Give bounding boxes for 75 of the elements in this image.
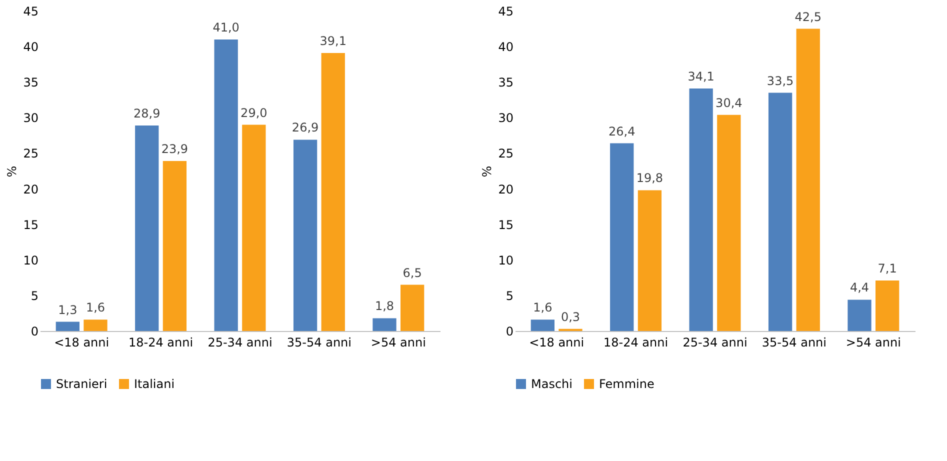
x-tick-label: 35-54 anni bbox=[762, 336, 827, 350]
y-tick-label: 45 bbox=[498, 4, 514, 18]
x-tick-label: 35-54 anni bbox=[286, 336, 352, 350]
y-tick-label: 30 bbox=[23, 111, 38, 126]
bar bbox=[84, 320, 108, 331]
data-label: 41,0 bbox=[212, 20, 240, 34]
x-tick-label: <18 anni bbox=[529, 336, 584, 350]
data-label: 0,3 bbox=[560, 310, 580, 324]
x-tick-label: 18-24 anni bbox=[128, 336, 194, 350]
x-tick-label: 25-34 anni bbox=[208, 336, 272, 350]
bar bbox=[638, 190, 662, 331]
data-label: 6,5 bbox=[402, 266, 422, 280]
bar bbox=[689, 88, 713, 331]
bar bbox=[321, 52, 345, 331]
y-tick-label: 0 bbox=[506, 324, 514, 338]
bar bbox=[717, 114, 741, 331]
legend-label: Femmine bbox=[599, 377, 654, 391]
bar bbox=[293, 140, 318, 331]
x-tick-label: 25-34 anni bbox=[682, 336, 748, 350]
x-tick-label: >54 anni bbox=[370, 336, 426, 350]
bar bbox=[242, 124, 266, 331]
legend-label: Stranieri bbox=[56, 377, 108, 391]
y-tick-label: 5 bbox=[30, 288, 38, 303]
y-tick-label: 10 bbox=[23, 253, 38, 268]
legend-label: Italiani bbox=[134, 377, 175, 391]
data-label: 19,8 bbox=[636, 171, 664, 186]
y-tick-label: 45 bbox=[23, 4, 38, 18]
data-label: 1,6 bbox=[86, 300, 106, 315]
data-label: 28,9 bbox=[134, 106, 160, 120]
y-tick-label: 5 bbox=[506, 288, 514, 303]
y-tick-label: 40 bbox=[23, 40, 38, 54]
bar bbox=[400, 284, 424, 331]
data-label: 30,4 bbox=[716, 96, 742, 110]
y-axis-title: % bbox=[5, 166, 20, 178]
bar bbox=[214, 39, 238, 331]
data-label: 26,9 bbox=[292, 120, 319, 135]
y-tick-label: 20 bbox=[23, 182, 38, 196]
bar bbox=[162, 161, 187, 331]
bar bbox=[56, 322, 80, 331]
y-axis-title: % bbox=[480, 166, 494, 178]
x-tick-label: 18-24 anni bbox=[603, 336, 668, 350]
data-label: 39,1 bbox=[320, 34, 346, 48]
y-tick-label: 30 bbox=[498, 111, 514, 126]
data-label: 4,4 bbox=[850, 280, 870, 295]
y-tick-label: 25 bbox=[498, 146, 514, 161]
y-tick-label: 35 bbox=[23, 76, 38, 90]
legend-label: Maschi bbox=[531, 377, 572, 391]
x-tick-label: >54 anni bbox=[846, 336, 901, 350]
data-label: 7,1 bbox=[878, 262, 897, 276]
data-label: 1,6 bbox=[533, 300, 552, 315]
data-label: 26,4 bbox=[608, 124, 636, 138]
data-label: 42,5 bbox=[794, 10, 822, 24]
y-tick-label: 25 bbox=[23, 146, 38, 161]
bar bbox=[610, 143, 634, 331]
bar bbox=[135, 125, 159, 331]
data-label: 34,1 bbox=[688, 70, 714, 84]
y-tick-label: 10 bbox=[498, 253, 514, 268]
y-tick-label: 35 bbox=[498, 76, 514, 90]
y-tick-label: 20 bbox=[498, 182, 514, 196]
bar bbox=[876, 280, 900, 331]
data-label: 33,5 bbox=[766, 74, 794, 88]
y-tick-label: 40 bbox=[498, 40, 514, 54]
bar bbox=[796, 28, 820, 331]
data-label: 1,8 bbox=[374, 299, 394, 314]
y-tick-label: 15 bbox=[498, 218, 514, 232]
bar bbox=[530, 320, 554, 331]
y-tick-label: 0 bbox=[30, 324, 38, 338]
bar bbox=[768, 92, 792, 331]
bar bbox=[372, 318, 396, 331]
bar bbox=[848, 300, 872, 331]
data-label: 23,9 bbox=[161, 142, 188, 156]
data-label: 29,0 bbox=[240, 106, 268, 120]
x-tick-label: <18 anni bbox=[54, 336, 110, 350]
y-tick-label: 15 bbox=[23, 218, 38, 232]
data-label: 1,3 bbox=[58, 302, 78, 317]
